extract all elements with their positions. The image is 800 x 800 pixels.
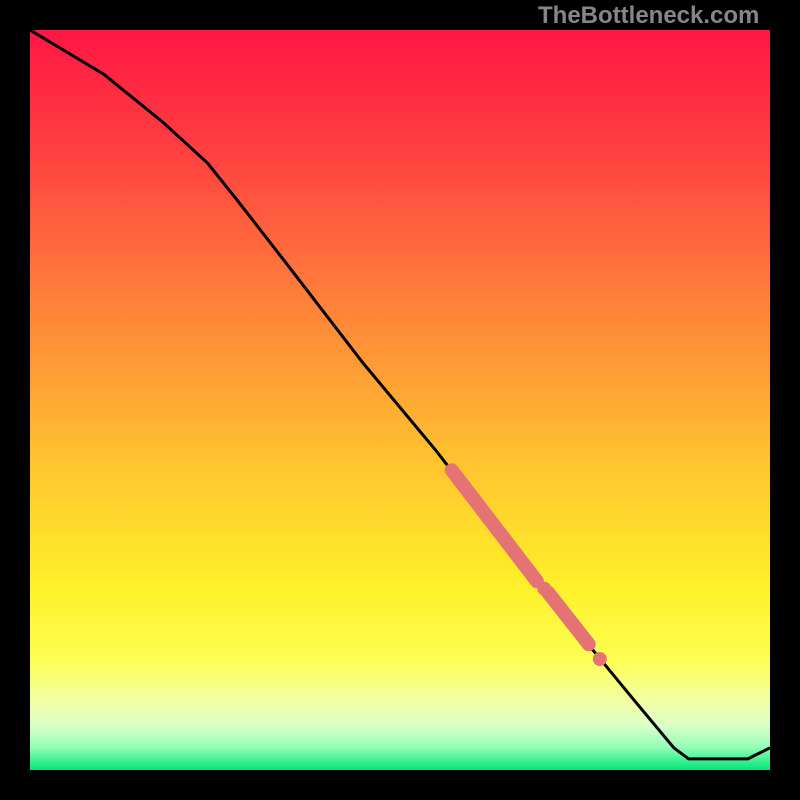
watermark-text: TheBottleneck.com — [538, 2, 759, 30]
curve-overlay — [30, 30, 770, 770]
marker-segment-1 — [548, 592, 589, 644]
bottleneck-curve — [30, 30, 770, 759]
marker-dot-2 — [593, 652, 607, 666]
marker-segment-0 — [452, 470, 537, 581]
marker-dot-3 — [537, 582, 551, 596]
chart-plot-area — [30, 30, 770, 770]
